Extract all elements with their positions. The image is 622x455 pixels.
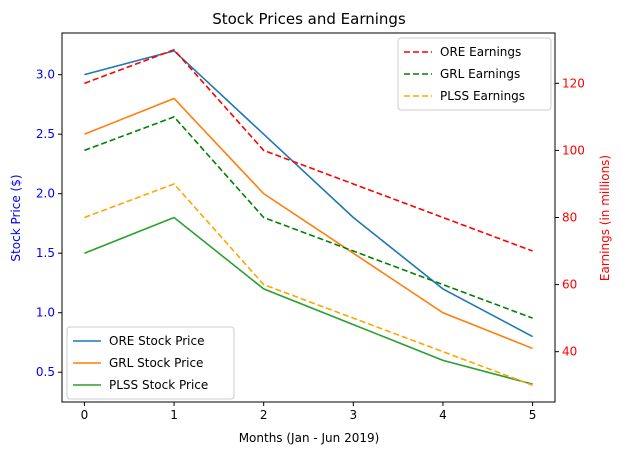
legend-label: GRL Earnings	[440, 67, 520, 81]
x-tick-label: 2	[260, 408, 268, 422]
y2-axis-label: Earnings (in millions)	[598, 155, 612, 281]
plot-area: 0 1 2 3 4 5 0.5 1.0 1.5 2.0 2.5 3.0 40 60 80 100 120 ORE …	[36, 32, 585, 422]
legend-label: PLSS Earnings	[440, 89, 525, 103]
y2-tick-label: 40	[562, 345, 577, 359]
series-line-1	[84, 97, 533, 350]
x-tick-label: 1	[170, 408, 178, 422]
legend-box	[66, 326, 235, 400]
y-tick-label: 2.0	[36, 187, 55, 201]
x-axis-label: Months (Jan - Jun 2019)	[239, 431, 380, 445]
x-tick-label: 0	[81, 408, 89, 422]
legend-label: GRL Stock Price	[109, 356, 203, 370]
y-tick-label: 1.5	[36, 246, 55, 260]
x-tick-label: 3	[349, 408, 357, 422]
series-line-2	[84, 216, 533, 385]
chart-title: Stock Prices and Earnings	[212, 10, 406, 28]
x-tick-label: 4	[439, 408, 447, 422]
legend-label: ORE Earnings	[440, 45, 521, 59]
series-line-0	[84, 49, 533, 338]
legend-upper-right: ORE Earnings GRL Earnings PLSS Earnings	[397, 37, 552, 111]
y-tick-label: 2.5	[36, 127, 55, 141]
legend-box	[397, 37, 552, 111]
y-axis-label: Stock Price ($)	[9, 174, 23, 261]
y2-tick-label: 100	[562, 143, 585, 157]
legend-label: ORE Stock Price	[109, 334, 204, 348]
series-line-5	[84, 183, 533, 386]
legend-label: PLSS Stock Price	[109, 378, 208, 392]
y-tick-label: 0.5	[36, 365, 55, 379]
y2-tick-label: 60	[562, 278, 577, 292]
x-tick-label: 5	[529, 408, 537, 422]
series-line-4	[84, 115, 533, 319]
y-tick-label: 1.0	[36, 306, 55, 320]
y2-tick-label: 80	[562, 211, 577, 225]
y-tick-label: 3.0	[36, 68, 55, 82]
legend-lower-left: ORE Stock Price GRL Stock Price PLSS Stock…	[66, 326, 235, 400]
series-line-3	[84, 48, 533, 252]
y2-tick-label: 120	[562, 76, 585, 90]
